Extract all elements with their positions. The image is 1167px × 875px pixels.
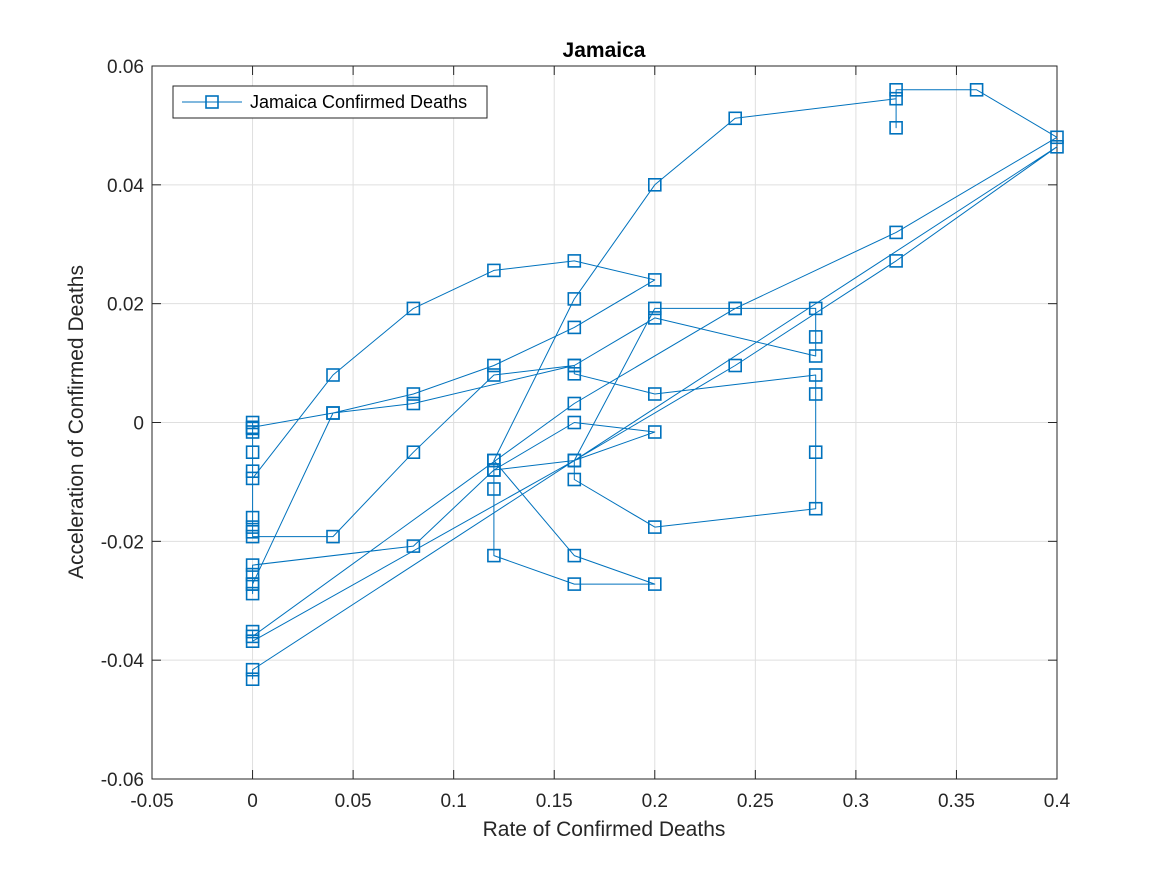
data-point-marker [889,225,903,240]
data-point-marker [406,387,421,401]
data-point-marker [245,464,260,479]
data-point-marker [326,406,340,420]
data-point-marker [808,368,823,382]
data-point-marker [245,471,260,486]
data-point-marker [808,445,823,460]
data-point-marker [567,453,582,468]
data-point-marker [245,510,260,525]
data-point-marker [647,311,662,325]
data-point-marker [245,529,260,544]
data-point-marker [245,558,260,572]
data-point-marker [567,366,582,381]
data-point-marker [245,567,260,582]
legend: Jamaica Confirmed Deaths [172,85,488,119]
plot-border [151,65,1058,780]
data-point-marker [245,577,260,591]
x-tick-label: 0.15 [536,791,573,812]
data-point-marker [567,396,582,411]
data-point-marker [487,358,501,373]
data-point-marker [245,672,260,687]
data-point-marker [808,387,823,401]
chart-title: Jamaica [563,39,646,62]
x-tick-label: 0.2 [642,791,668,812]
data-point-marker [326,368,340,382]
y-tick-label: -0.04 [101,651,145,672]
y-tick-label: -0.06 [101,770,144,791]
x-axis-ticks: -0.05 0 0.05 0.1 0.15 0.2 0.25 0.3 0.35 0.4 [130,66,1071,812]
data-point-marker [808,301,823,316]
x-tick-label: -0.05 [130,791,173,812]
data-point-marker [245,445,260,460]
data-point-marker [808,349,823,363]
data-point-marker [567,415,582,430]
data-point-marker [487,463,501,477]
data-point-marker [889,121,903,135]
x-tick-label: 0.25 [737,791,774,812]
data-point-marker [1050,130,1064,145]
data-point-marker [647,273,662,287]
data-point-marker [245,634,260,649]
x-tick-label: 0.1 [440,791,466,812]
data-point-marker [406,539,421,553]
data-point-marker [808,330,823,344]
y-axis-ticks: -0.06 -0.04 -0.02 0 0.02 0.04 0.06 [101,57,1057,791]
data-point-marker [567,577,582,591]
data-point-marker [808,501,823,516]
data-point-marker [728,301,743,316]
series-line [252,89,1058,680]
data-point-marker [889,83,903,97]
data-point-marker [487,368,501,382]
x-tick-label: 0 [247,791,258,812]
x-tick-label: 0.05 [335,791,372,812]
data-point-marker [326,529,340,544]
data-point-marker [647,425,662,439]
x-axis-label: Rate of Confirmed Deaths [483,818,726,841]
y-axis-label: Acceleration of Confirmed Deaths [65,265,88,579]
data-point-marker [406,396,421,411]
legend-marker [205,95,219,109]
data-point-marker [1050,140,1064,154]
y-tick-label: 0.02 [107,295,144,316]
data-point-marker [567,548,582,563]
data-point-marker [567,320,582,335]
data-point-marker [245,586,260,601]
data-point-marker [647,520,662,534]
data-point-marker [487,453,501,468]
data-point-marker [969,83,984,97]
data-point-marker [245,662,260,677]
data-point-marker [245,420,260,435]
data-point-marker [567,472,582,487]
data-point-marker [487,263,501,278]
y-tick-label: 0.06 [107,57,144,78]
data-point-marker [245,624,260,639]
data-point-marker [647,387,662,401]
data-point-marker [728,111,743,126]
y-tick-label: -0.02 [101,532,144,553]
data-point-marker [406,301,421,316]
legend-entry: Jamaica Confirmed Deaths [250,92,467,112]
y-tick-label: 0.04 [107,176,144,197]
series-layer [245,83,1064,687]
data-point-marker [406,445,421,460]
y-tick-label: 0 [133,414,144,435]
data-point-marker [728,358,743,373]
data-point-marker [647,301,662,316]
data-point-marker [567,254,582,268]
x-tick-label: 0.4 [1044,791,1071,812]
data-point-marker [889,91,903,106]
x-tick-label: 0.3 [843,791,869,812]
data-point-marker [567,358,582,373]
data-point-marker [487,548,501,563]
data-point-marker [647,178,662,192]
data-point-marker [647,577,662,591]
x-tick-label: 0.35 [938,791,975,812]
data-point-marker [889,254,903,268]
data-point-marker [487,482,501,496]
data-point-marker [567,292,582,306]
